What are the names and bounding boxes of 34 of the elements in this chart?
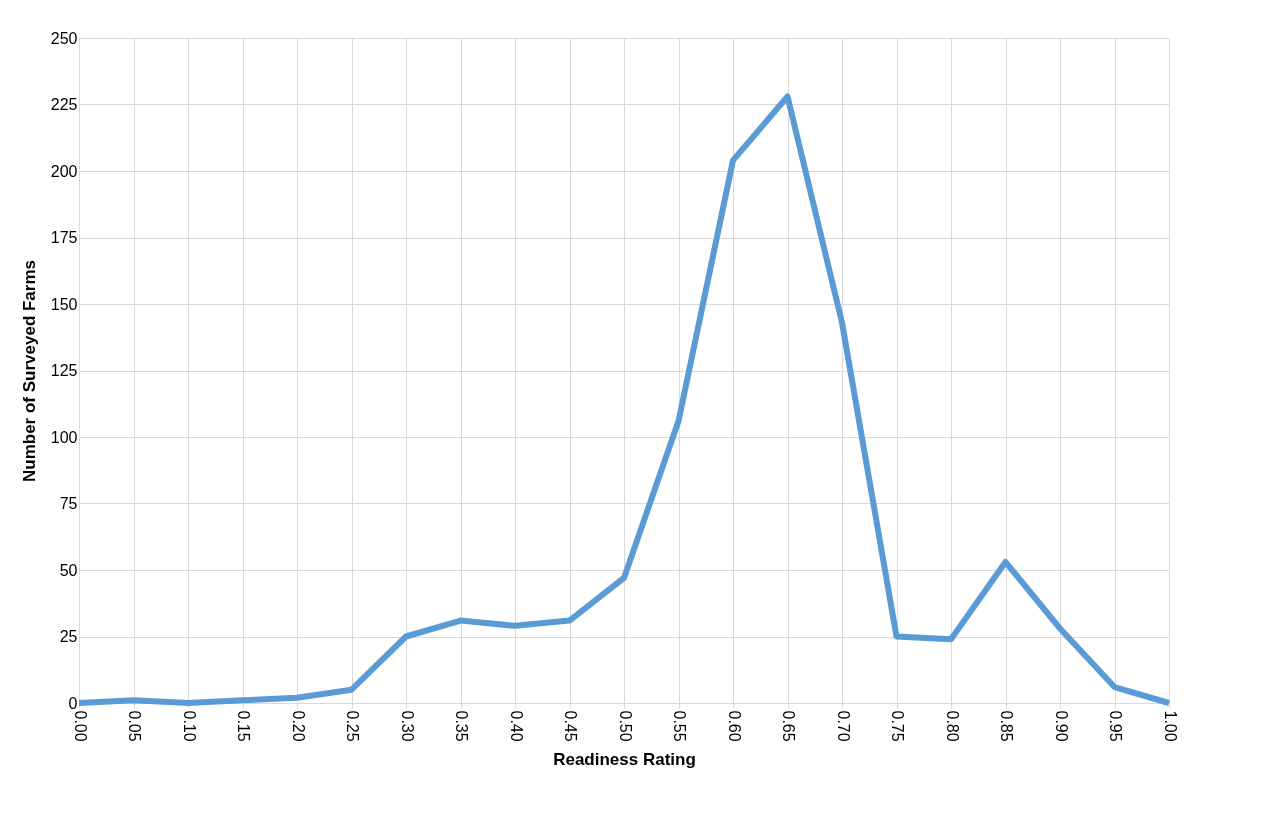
x-tick-label: 0.70 xyxy=(834,710,852,742)
x-tick-label: 0.00 xyxy=(71,710,89,742)
y-tick-label: 100 xyxy=(50,428,78,446)
y-axis-title: Number of Surveyed Farms xyxy=(19,259,39,483)
x-tick-label: 0.15 xyxy=(235,710,252,742)
x-tick-label: 0.50 xyxy=(616,710,634,742)
x-tick-label: 0.75 xyxy=(889,710,906,742)
x-tick-label: 1.00 xyxy=(1161,710,1179,742)
x-axis-title: Readiness Rating xyxy=(553,749,696,769)
y-tick-label: 50 xyxy=(59,561,78,579)
x-tick-label: 0.85 xyxy=(998,710,1015,742)
y-tick-label: 25 xyxy=(59,628,78,645)
x-tick-label: 0.55 xyxy=(671,710,688,742)
x-tick-label: 0.35 xyxy=(453,710,470,742)
x-tick-label: 0.60 xyxy=(725,710,743,742)
y-tick-label: 125 xyxy=(50,362,78,379)
y-tick-label: 250 xyxy=(50,29,78,47)
x-tick-label: 0.30 xyxy=(398,710,416,742)
x-tick-label: 0.80 xyxy=(943,710,961,742)
y-tick-label: 150 xyxy=(50,295,78,313)
x-tick-label: 0.90 xyxy=(1052,710,1070,742)
x-tick-label: 0.95 xyxy=(1107,710,1124,742)
x-tick-label: 0.65 xyxy=(780,710,797,742)
x-tick-label: 0.25 xyxy=(344,710,361,742)
y-tick-label: 0 xyxy=(68,694,78,712)
y-tick-label: 175 xyxy=(50,229,78,246)
x-tick-label: 0.20 xyxy=(289,710,307,742)
x-tick-label: 0.45 xyxy=(562,710,579,742)
x-tick-label: 0.40 xyxy=(507,710,525,742)
x-tick-label: 0.05 xyxy=(126,710,143,742)
x-tick-label: 0.10 xyxy=(180,710,198,742)
y-tick-label: 225 xyxy=(50,96,78,113)
y-tick-label: 200 xyxy=(50,162,78,180)
y-tick-label: 75 xyxy=(59,495,78,512)
